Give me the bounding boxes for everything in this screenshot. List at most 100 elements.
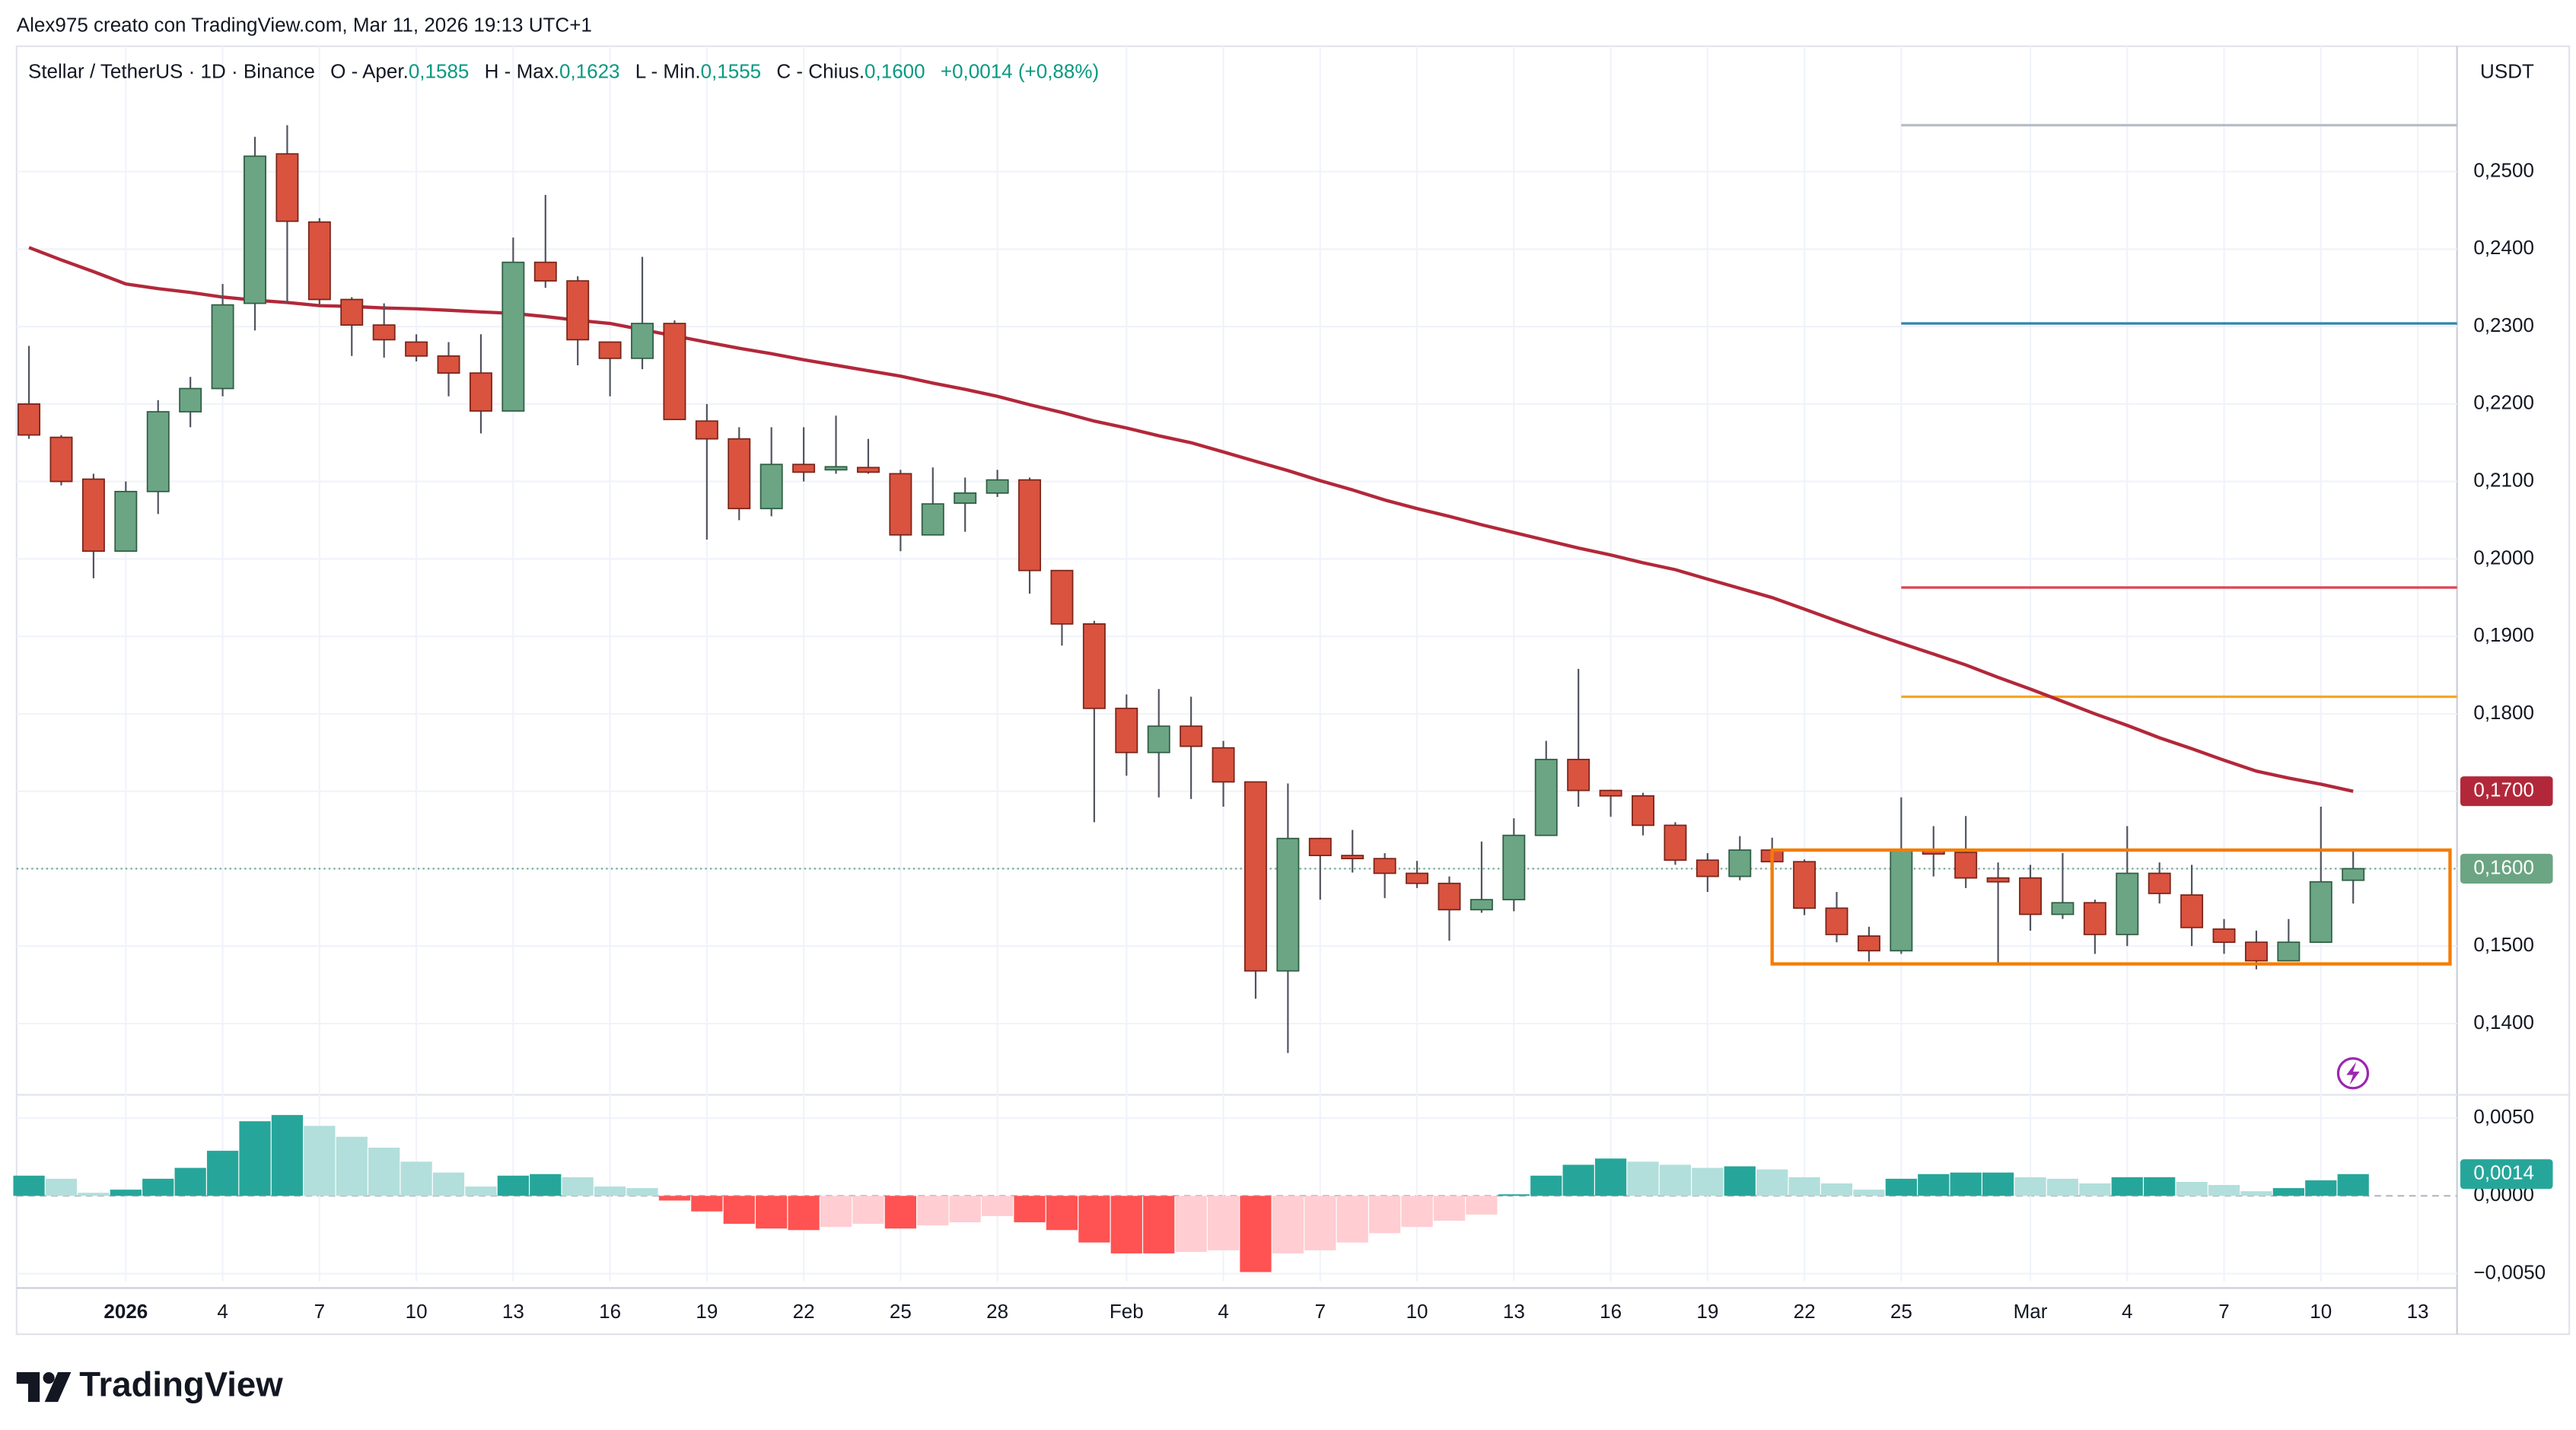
x-tick-label: 10 xyxy=(406,1300,428,1323)
x-tick-label: 10 xyxy=(2310,1300,2332,1323)
legend-change: +0,0014 (+0,88%) xyxy=(941,59,1099,82)
candle-body xyxy=(1599,789,1622,797)
currency: USDT xyxy=(2480,59,2534,82)
candle-body xyxy=(1696,859,1719,877)
hist-bar xyxy=(1014,1196,1046,1223)
hist-bar xyxy=(1466,1196,1498,1215)
candle-body xyxy=(889,473,912,536)
legend-label: L - Min. xyxy=(635,59,701,82)
hist-bar xyxy=(1724,1166,1756,1196)
candle-body xyxy=(1986,877,2010,883)
hist-bar xyxy=(1143,1196,1175,1253)
hist-bar xyxy=(1498,1194,1530,1196)
candle-body xyxy=(81,478,105,553)
y-tick-label: 0,2400 xyxy=(2473,236,2534,259)
ma-last-label: 0,1700 xyxy=(2473,779,2534,801)
candle-body xyxy=(663,323,686,421)
hist-bar xyxy=(78,1193,110,1196)
candle-body xyxy=(1469,899,1493,911)
hist-bar xyxy=(2014,1177,2046,1196)
candle-body xyxy=(2212,928,2236,943)
ma-last-label-box xyxy=(2460,776,2553,807)
x-tick-label: 4 xyxy=(217,1300,228,1323)
x-tick-label: 13 xyxy=(502,1300,524,1323)
hist-bar xyxy=(756,1196,788,1229)
x-tick-label: 10 xyxy=(1406,1300,1428,1323)
hist-bar xyxy=(1336,1196,1368,1243)
y-tick-label: 0,2000 xyxy=(2473,546,2534,568)
candle-body xyxy=(1276,837,1300,972)
candle-body xyxy=(114,490,138,553)
moving-average xyxy=(28,246,2354,793)
hist-bar xyxy=(174,1167,206,1196)
hist-bar xyxy=(852,1196,884,1225)
close-last-label-box xyxy=(2460,853,2553,884)
y-tick-label: 0,1800 xyxy=(2473,701,2534,724)
hist-bar xyxy=(2305,1180,2337,1196)
x-tick-label: Feb xyxy=(1110,1300,1144,1323)
legend-label: O - Aper. xyxy=(330,59,409,82)
y-tick-label: 0,2100 xyxy=(2473,469,2534,492)
legend-label: C - Chius. xyxy=(776,59,865,82)
hist-bar xyxy=(1401,1196,1433,1228)
hist-bar xyxy=(1982,1172,2014,1196)
candle-body xyxy=(1147,725,1170,753)
candle-body xyxy=(1728,849,1752,877)
x-tick-label: 25 xyxy=(890,1300,912,1323)
hist-bar xyxy=(1692,1167,1724,1196)
hist-bar xyxy=(45,1178,78,1196)
candle-body xyxy=(437,355,460,374)
legend-value: 0,1623 xyxy=(559,59,620,82)
x-tick-label: 22 xyxy=(793,1300,815,1323)
hist-bar xyxy=(2272,1188,2304,1196)
candle-body xyxy=(2051,902,2074,916)
x-tick-label: 19 xyxy=(696,1300,718,1323)
hist-bar xyxy=(2111,1177,2143,1196)
hist-bar xyxy=(1240,1196,1272,1272)
hist-bar xyxy=(1207,1196,1240,1250)
y-tick-label: 0,2200 xyxy=(2473,391,2534,414)
candle-body xyxy=(1373,858,1396,874)
candle-body xyxy=(1308,837,1332,856)
x-tick-label: 13 xyxy=(1503,1300,1525,1323)
y-tick-label: 0,1400 xyxy=(2473,1011,2534,1033)
candle-body xyxy=(307,221,331,301)
x-tick-label: 13 xyxy=(2407,1300,2429,1323)
candle-body xyxy=(1954,852,1978,879)
candle-body xyxy=(18,403,41,436)
candle-body xyxy=(275,153,299,222)
hist-bar xyxy=(562,1177,594,1196)
frame xyxy=(15,45,2571,1336)
y-tick-label: 0,2300 xyxy=(2473,314,2534,336)
candle-body xyxy=(49,436,73,483)
hist-bar xyxy=(530,1174,562,1196)
candle-body xyxy=(1567,759,1590,791)
legend-symbol: Stellar / TetherUS · 1D · Binance xyxy=(28,59,315,82)
x-tick-label: 16 xyxy=(599,1300,621,1323)
candle-body xyxy=(1632,795,1654,826)
hist-bar xyxy=(336,1136,368,1196)
candle-body xyxy=(598,341,622,359)
hist-bar xyxy=(1950,1172,1982,1196)
hist-bar xyxy=(271,1115,304,1196)
hist-bar xyxy=(465,1186,497,1196)
x-tick-label: 22 xyxy=(1794,1300,1816,1323)
hist-bar xyxy=(2176,1181,2208,1196)
y-tick-label: 0,2500 xyxy=(2473,158,2534,181)
close-last-label: 0,1600 xyxy=(2473,855,2534,878)
y-tick-label: 0,1900 xyxy=(2473,623,2534,646)
hist-bar xyxy=(1594,1158,1627,1196)
hist-bar xyxy=(1304,1196,1336,1250)
x-tick-label: Mar xyxy=(2014,1300,2048,1323)
candle-body xyxy=(146,411,170,492)
candle-body xyxy=(2019,877,2042,916)
candle-body xyxy=(1341,855,1364,860)
candle-body xyxy=(954,492,977,504)
candle-body xyxy=(244,155,266,304)
candle-body xyxy=(469,372,492,412)
hist-bar xyxy=(594,1186,626,1196)
alert-icon xyxy=(2336,1057,2370,1090)
hist-bar xyxy=(2337,1174,2369,1196)
